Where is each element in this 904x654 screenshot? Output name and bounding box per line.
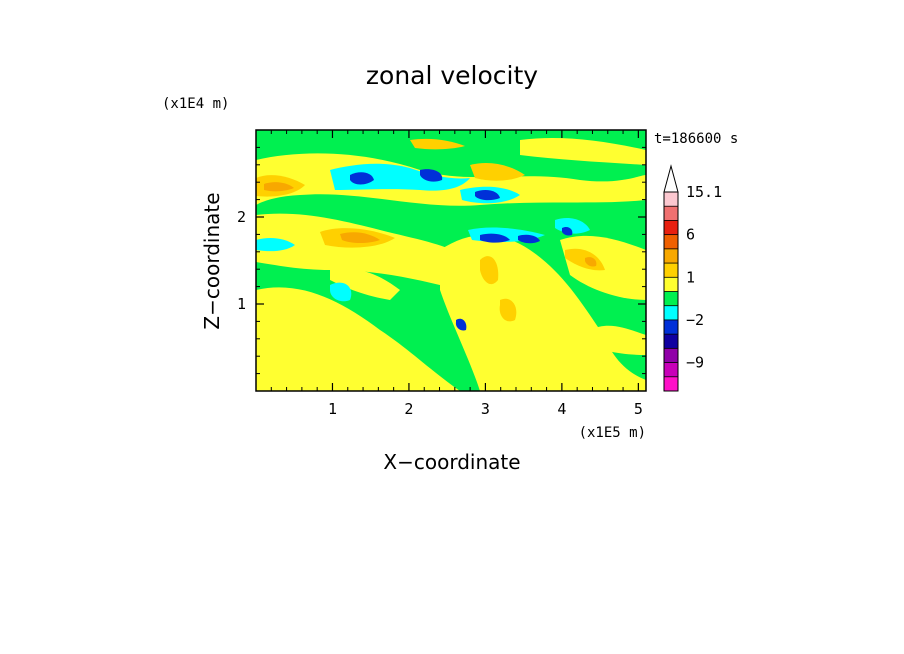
colorbar-segment [664, 348, 678, 363]
y-axis-label: Z−coordinate [200, 192, 224, 329]
x-unit-label: (x1E5 m) [579, 425, 646, 441]
minor-ticks [256, 130, 646, 391]
time-label: t=186600 s [654, 131, 738, 147]
x-tick-label: 3 [481, 400, 490, 418]
colorbar-segment [664, 376, 678, 391]
chart-title: zonal velocity [366, 61, 538, 90]
x-tick-label: 5 [634, 400, 643, 418]
colorbar: 15.1 6 1 −2 −9 [663, 164, 722, 392]
colorbar-segment [664, 192, 678, 207]
colorbar-segment [664, 362, 678, 377]
y-tick-label: 1 [237, 295, 246, 313]
negative-regions [350, 169, 573, 331]
strong-positive-regions [264, 182, 597, 267]
x-tick-label: 2 [404, 400, 413, 418]
colorbar-segment [664, 206, 678, 221]
y-unit-label: (x1E4 m) [162, 96, 229, 112]
colorbar-segment [664, 334, 678, 349]
colorbar-label: 15.1 [686, 183, 722, 201]
plot-frame [255, 129, 647, 392]
colorbar-label: 6 [686, 226, 695, 244]
colorbar-segment [664, 234, 678, 249]
colorbar-segment [664, 263, 678, 278]
colorbar-segment [664, 305, 678, 320]
x-tick-label: 1 [328, 400, 337, 418]
x-ticks: 1 2 3 4 5 [328, 130, 643, 418]
colorbar-label: −2 [686, 311, 704, 329]
colorbar-extend-arrow [663, 164, 679, 193]
colorbar-segment [664, 248, 678, 264]
y-tick-label: 2 [237, 208, 246, 226]
x-tick-label: 4 [557, 400, 566, 418]
colorbar-label: −9 [686, 354, 704, 372]
colorbar-segment [664, 277, 678, 292]
colorbar-segment [664, 319, 678, 335]
colorbar-segment [664, 220, 678, 235]
y-ticks: 12 [237, 208, 646, 313]
x-axis-label: X−coordinate [383, 450, 520, 474]
contour-field [256, 130, 646, 391]
colorbar-segment [664, 291, 678, 306]
colorbar-label: 1 [686, 268, 695, 286]
